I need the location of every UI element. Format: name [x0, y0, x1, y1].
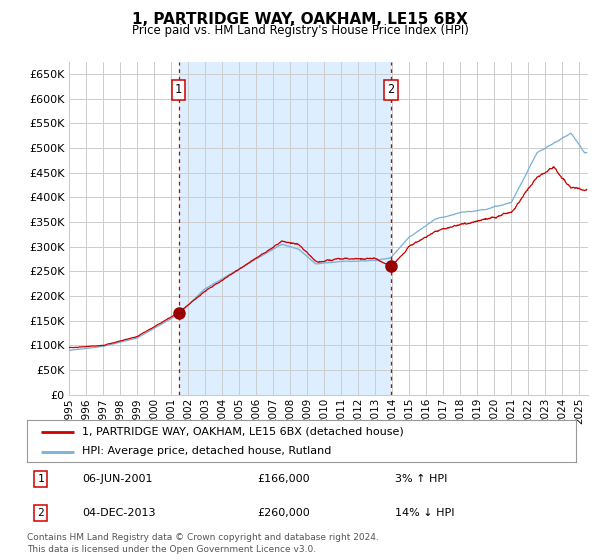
Text: Contains HM Land Registry data © Crown copyright and database right 2024.
This d: Contains HM Land Registry data © Crown c… [27, 533, 379, 554]
Text: HPI: Average price, detached house, Rutland: HPI: Average price, detached house, Rutl… [82, 446, 331, 456]
Text: 04-DEC-2013: 04-DEC-2013 [82, 508, 155, 518]
Bar [179, 62, 391, 395]
Text: 06-JUN-2001: 06-JUN-2001 [82, 474, 152, 484]
Text: 1: 1 [175, 83, 182, 96]
Text: 1: 1 [37, 474, 44, 484]
Text: 1, PARTRIDGE WAY, OAKHAM, LE15 6BX (detached house): 1, PARTRIDGE WAY, OAKHAM, LE15 6BX (deta… [82, 427, 404, 437]
Text: 2: 2 [37, 508, 44, 518]
Text: 3% ↑ HPI: 3% ↑ HPI [395, 474, 447, 484]
Text: 2: 2 [388, 83, 395, 96]
Text: 14% ↓ HPI: 14% ↓ HPI [395, 508, 454, 518]
Text: Price paid vs. HM Land Registry's House Price Index (HPI): Price paid vs. HM Land Registry's House … [131, 24, 469, 37]
Text: 1, PARTRIDGE WAY, OAKHAM, LE15 6BX: 1, PARTRIDGE WAY, OAKHAM, LE15 6BX [132, 12, 468, 27]
Text: £166,000: £166,000 [257, 474, 310, 484]
Text: £260,000: £260,000 [257, 508, 310, 518]
